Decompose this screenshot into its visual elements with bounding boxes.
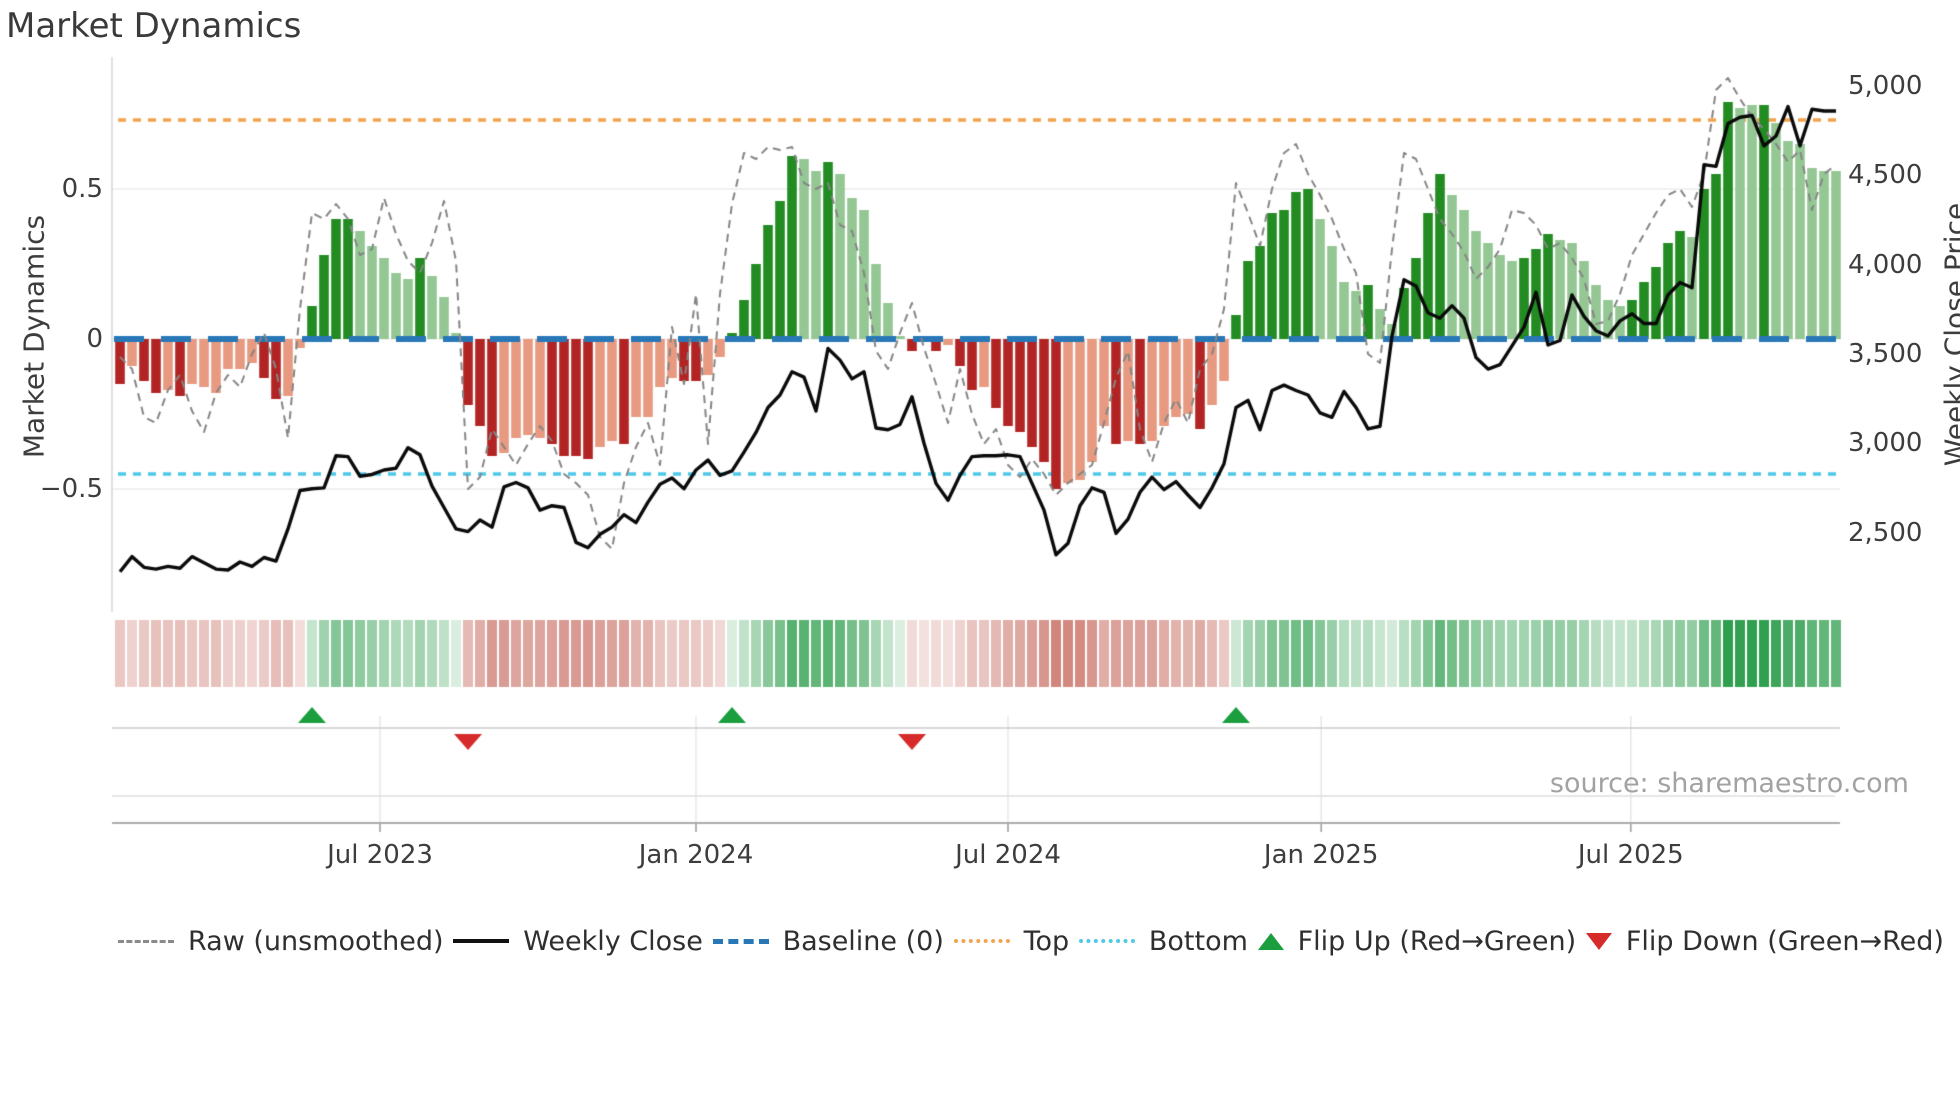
source-note: source: sharemaestro.com <box>1549 768 1909 799</box>
y-axis-label-right: Weekly Close Price <box>1938 202 1960 467</box>
right-tick-label: 5,000 <box>1848 71 1923 101</box>
right-tick-label: 4,500 <box>1848 160 1923 191</box>
legend-item: Raw (unsmoothed) <box>118 926 444 957</box>
legend-label: Flip Down (Green→Red) <box>1625 925 1944 957</box>
page-title: Market Dynamics <box>6 6 302 46</box>
legend-item: Bottom <box>1078 925 1248 957</box>
legend-item: Top <box>953 925 1070 957</box>
legend-item: Baseline (0) <box>712 925 944 957</box>
right-tick-label: 2,500 <box>1848 517 1923 548</box>
dotted-orange-icon <box>953 939 1010 943</box>
legend-item: Flip Down (Green→Red) <box>1585 925 1944 957</box>
legend-label: Top <box>1023 925 1070 957</box>
legend-label: Raw (unsmoothed) <box>188 925 444 957</box>
dotted-cyan-icon <box>1078 939 1135 943</box>
right-tick-label: 4,000 <box>1848 249 1923 280</box>
left-tick-label: 0.5 <box>61 174 103 204</box>
right-tick-label: 3,000 <box>1848 428 1923 459</box>
legend-item: Weekly Close <box>453 926 703 957</box>
left-tick-label: 0 <box>86 324 103 354</box>
dashed-blue-icon <box>712 938 769 944</box>
left-tick-label: −0.5 <box>39 474 103 504</box>
legend-label: Flip Up (Red→Green) <box>1297 925 1577 957</box>
chart-legend: Raw (unsmoothed) Weekly Close Baseline (0)… <box>118 920 1944 962</box>
tri-up-icon <box>1257 932 1284 950</box>
legend-label: Bottom <box>1148 925 1248 957</box>
y-axis-label-left: Market Dynamics <box>17 214 51 459</box>
dashed-gray-icon <box>118 939 174 943</box>
x-tick-label: Jul 2025 <box>1577 840 1684 870</box>
right-tick-label: 3,500 <box>1848 338 1923 369</box>
legend-label: Weekly Close <box>523 925 703 957</box>
x-tick-label: Jul 2024 <box>955 840 1061 870</box>
legend-label: Baseline (0) <box>782 925 944 957</box>
x-tick-label: Jan 2024 <box>638 840 754 870</box>
x-tick-label: Jul 2023 <box>327 840 433 870</box>
legend-item: Flip Up (Red→Green) <box>1257 925 1577 957</box>
solid-black-icon <box>453 939 510 943</box>
x-tick-label: Jan 2025 <box>1263 840 1379 870</box>
tri-down-icon <box>1585 932 1612 950</box>
